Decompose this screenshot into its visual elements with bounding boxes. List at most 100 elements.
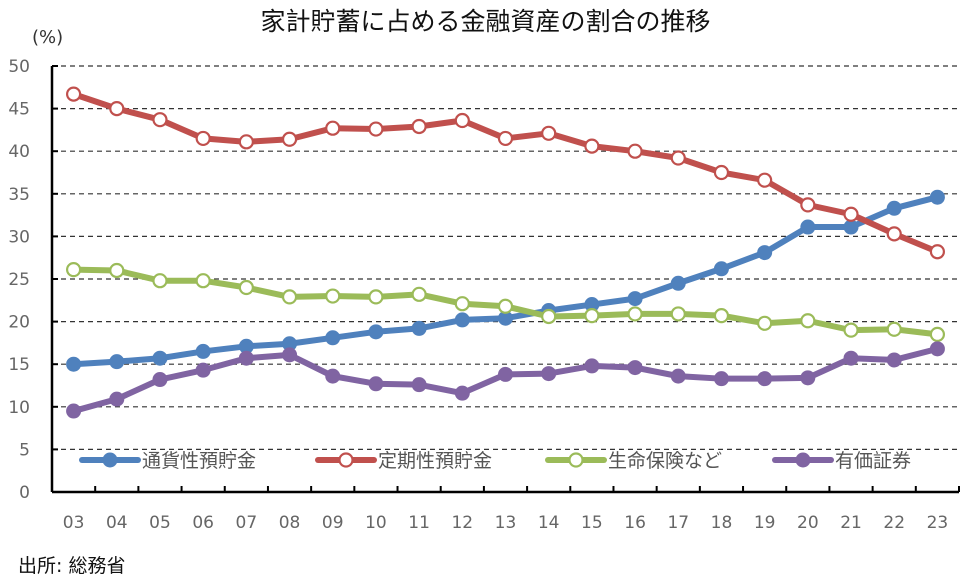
data-point <box>66 356 82 372</box>
source-note: 出所: 総務省 <box>18 555 126 577</box>
data-point <box>411 377 427 393</box>
data-point <box>541 125 557 141</box>
x-tick-label: 13 <box>495 513 517 533</box>
x-tick-label: 14 <box>538 513 560 533</box>
x-tick-label: 08 <box>279 513 301 533</box>
legend-label: 有価証券 <box>835 450 911 472</box>
data-point <box>886 352 902 368</box>
data-point <box>541 366 557 382</box>
data-point <box>843 219 859 235</box>
data-point <box>800 313 816 329</box>
data-point <box>584 138 600 154</box>
x-tick-label: 20 <box>797 513 819 533</box>
x-tick-label: 09 <box>322 513 344 533</box>
data-point <box>627 291 643 307</box>
data-point <box>757 315 773 331</box>
legend-marker <box>102 452 118 468</box>
data-point <box>368 289 384 305</box>
data-point <box>584 358 600 374</box>
series-group <box>65 86 946 419</box>
legend-marker <box>568 452 584 468</box>
data-point <box>325 288 341 304</box>
data-point <box>713 164 730 181</box>
y-tick-label: 0 <box>19 483 30 503</box>
data-point <box>757 371 773 387</box>
data-point <box>411 118 427 135</box>
data-point <box>282 347 298 363</box>
data-point <box>670 275 686 291</box>
y-tick-label: 25 <box>8 270 30 290</box>
legend-label: 生命保険など <box>608 450 722 472</box>
data-point <box>281 289 298 305</box>
data-point <box>800 219 816 235</box>
x-tick-label: 21 <box>840 513 862 533</box>
data-point <box>843 350 859 366</box>
data-point <box>238 134 254 150</box>
data-point <box>498 366 513 382</box>
data-point <box>325 368 341 384</box>
x-tick-label: 11 <box>408 513 430 533</box>
data-point <box>411 286 427 302</box>
legend-label: 定期性預貯金 <box>378 450 492 472</box>
x-axis-ticks: 03 04 05 06 07 08 09 10 11 12 13 14 15 16 17 18 19 20 21 22… <box>63 486 960 533</box>
x-tick-label: 05 <box>149 513 171 533</box>
data-point <box>195 273 211 289</box>
data-point <box>498 310 513 326</box>
data-point <box>497 130 514 147</box>
data-point <box>454 112 470 129</box>
data-point <box>109 100 125 117</box>
data-point <box>195 343 211 359</box>
data-point <box>627 143 643 159</box>
y-tick-label: 15 <box>8 355 30 375</box>
data-point <box>843 206 859 222</box>
data-point <box>800 197 816 213</box>
data-point <box>886 226 902 242</box>
data-point <box>929 189 945 205</box>
x-tick-label: 23 <box>927 513 949 533</box>
y-tick-label: 20 <box>8 313 30 333</box>
data-point <box>152 350 168 366</box>
legend-item: 定期性預貯金 <box>315 450 492 472</box>
data-point <box>843 322 859 338</box>
data-point <box>670 368 686 384</box>
x-tick-label: 15 <box>581 513 603 533</box>
data-point <box>368 121 384 137</box>
data-point <box>584 308 600 324</box>
y-axis-ticks: 0 5 10 15 20 25 30 35 40 45 50 <box>8 57 58 503</box>
series-2 <box>65 262 946 342</box>
data-point <box>238 350 254 366</box>
data-point <box>325 330 341 346</box>
x-tick-label: 06 <box>192 513 214 533</box>
data-point <box>670 150 686 166</box>
data-point <box>713 371 729 387</box>
legend-item: 有価証券 <box>772 450 911 472</box>
legend-marker <box>338 452 354 468</box>
data-point <box>584 297 600 313</box>
data-point <box>454 312 470 328</box>
data-point <box>713 261 729 277</box>
x-tick-label: 19 <box>754 513 776 533</box>
x-tick-label: 17 <box>667 513 689 533</box>
legend-label: 通貨性預貯金 <box>142 450 256 472</box>
data-point <box>152 112 168 128</box>
data-point <box>152 372 168 388</box>
y-tick-label: 30 <box>8 227 30 247</box>
data-point <box>713 308 730 324</box>
data-point <box>195 130 211 147</box>
y-axis-unit-label: (%) <box>32 27 64 48</box>
data-point <box>454 296 470 312</box>
legend-item: 生命保険など <box>545 450 722 472</box>
data-point <box>929 341 945 357</box>
y-tick-label: 45 <box>8 100 30 120</box>
data-point <box>368 324 384 340</box>
data-point <box>541 308 557 325</box>
data-point <box>282 336 298 352</box>
x-tick-label: 03 <box>63 513 85 533</box>
data-point <box>152 273 168 289</box>
series-0 <box>66 189 945 372</box>
x-tick-label: 10 <box>365 513 387 533</box>
x-tick-label: 04 <box>106 513 128 533</box>
data-point <box>65 86 82 102</box>
data-point <box>627 360 643 376</box>
